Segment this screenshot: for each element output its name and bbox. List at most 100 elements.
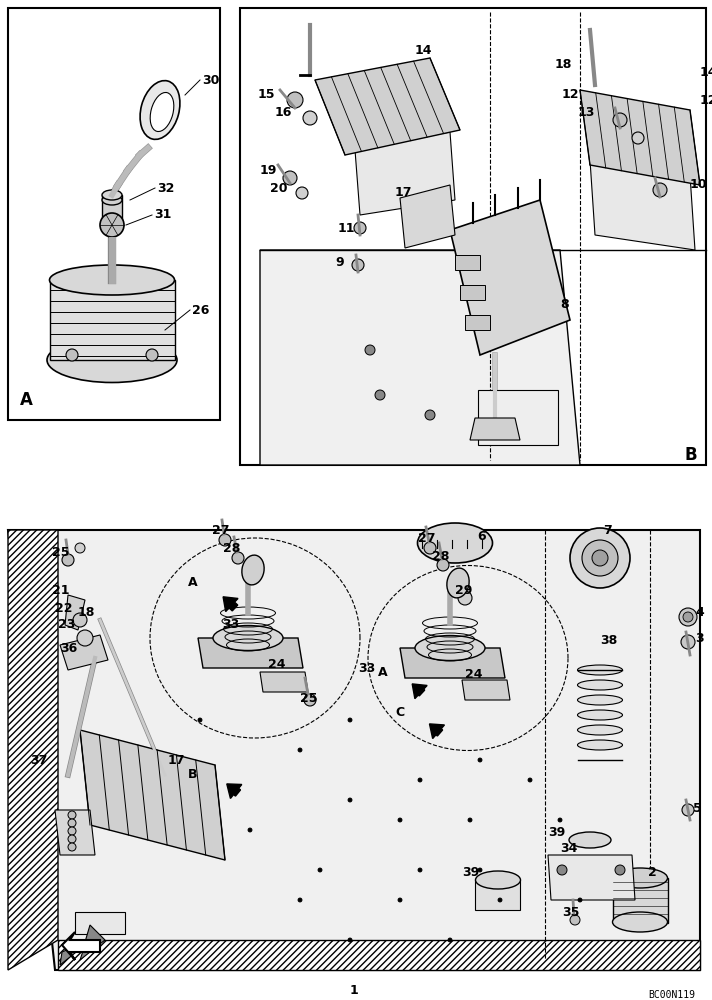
Circle shape: [68, 843, 76, 851]
Ellipse shape: [102, 195, 122, 205]
Text: 27: 27: [212, 524, 229, 536]
Text: 26: 26: [192, 304, 209, 316]
Ellipse shape: [50, 265, 174, 295]
Ellipse shape: [213, 626, 283, 650]
Circle shape: [73, 613, 87, 627]
Polygon shape: [260, 250, 580, 465]
Circle shape: [592, 550, 608, 566]
Circle shape: [348, 718, 352, 722]
Circle shape: [77, 630, 93, 646]
Text: 1: 1: [350, 984, 359, 996]
Bar: [240, 8, 706, 465]
Circle shape: [348, 798, 352, 802]
Text: 3: 3: [695, 632, 703, 645]
Circle shape: [298, 748, 302, 752]
Ellipse shape: [569, 832, 611, 848]
Ellipse shape: [47, 338, 177, 382]
Circle shape: [557, 865, 567, 875]
Ellipse shape: [577, 725, 622, 735]
Circle shape: [198, 718, 202, 722]
Polygon shape: [548, 855, 635, 900]
Text: 21: 21: [52, 584, 70, 596]
Circle shape: [62, 554, 74, 566]
Text: A: A: [378, 666, 387, 678]
Text: 17: 17: [395, 186, 412, 198]
Text: 28: 28: [432, 550, 449, 562]
Text: 35: 35: [562, 906, 580, 918]
Text: 18: 18: [78, 605, 95, 618]
Bar: [475, 880, 520, 910]
Circle shape: [304, 694, 316, 706]
Text: 9: 9: [335, 255, 344, 268]
Bar: [613, 878, 668, 923]
Bar: [102, 195, 122, 225]
Circle shape: [683, 612, 693, 622]
Circle shape: [613, 113, 627, 127]
Circle shape: [570, 528, 630, 588]
Circle shape: [578, 898, 582, 902]
Circle shape: [146, 349, 158, 361]
Circle shape: [570, 915, 580, 925]
Text: 24: 24: [465, 668, 483, 680]
Circle shape: [528, 778, 532, 782]
Circle shape: [425, 410, 435, 420]
Circle shape: [448, 938, 452, 942]
Text: 23: 23: [58, 618, 75, 632]
Text: 37: 37: [30, 754, 48, 766]
Text: 13: 13: [578, 106, 595, 119]
Circle shape: [318, 868, 322, 872]
Bar: [478, 390, 558, 445]
Circle shape: [653, 183, 667, 197]
Circle shape: [283, 171, 297, 185]
Circle shape: [348, 938, 352, 942]
Circle shape: [375, 390, 385, 400]
Circle shape: [682, 804, 694, 816]
Circle shape: [582, 540, 618, 576]
Polygon shape: [60, 925, 105, 965]
Text: 16: 16: [275, 106, 293, 119]
Text: 18: 18: [555, 58, 572, 72]
Circle shape: [298, 898, 302, 902]
Circle shape: [75, 543, 85, 553]
FancyArrow shape: [227, 784, 242, 798]
Polygon shape: [590, 160, 695, 250]
Circle shape: [68, 827, 76, 835]
Circle shape: [632, 132, 644, 144]
Polygon shape: [80, 730, 225, 860]
Bar: [75, 912, 125, 934]
Polygon shape: [470, 418, 520, 440]
Bar: [455, 255, 480, 270]
Ellipse shape: [140, 81, 180, 139]
Text: 39: 39: [548, 826, 565, 838]
Polygon shape: [400, 185, 455, 248]
Circle shape: [498, 898, 502, 902]
Text: 30: 30: [202, 74, 219, 87]
Polygon shape: [65, 595, 85, 630]
Ellipse shape: [577, 665, 622, 675]
Text: 20: 20: [270, 182, 288, 194]
Circle shape: [68, 811, 76, 819]
Bar: [460, 285, 485, 300]
Circle shape: [296, 187, 308, 199]
Circle shape: [303, 111, 317, 125]
Ellipse shape: [242, 555, 264, 585]
Bar: [465, 315, 490, 330]
Circle shape: [219, 534, 231, 546]
Text: 11: 11: [338, 222, 355, 234]
Circle shape: [248, 828, 252, 832]
Text: 12: 12: [700, 94, 712, 106]
Text: 12: 12: [562, 89, 580, 102]
Text: 28: 28: [223, 542, 241, 554]
Text: 8: 8: [560, 298, 569, 312]
Text: 27: 27: [418, 532, 436, 544]
Ellipse shape: [612, 868, 668, 888]
Text: 4: 4: [695, 605, 703, 618]
Circle shape: [615, 865, 625, 875]
Polygon shape: [400, 648, 505, 678]
Polygon shape: [315, 58, 460, 155]
Circle shape: [418, 778, 422, 782]
FancyArrow shape: [223, 597, 238, 612]
Bar: [8, 8, 220, 420]
Polygon shape: [260, 672, 308, 692]
Ellipse shape: [577, 710, 622, 720]
